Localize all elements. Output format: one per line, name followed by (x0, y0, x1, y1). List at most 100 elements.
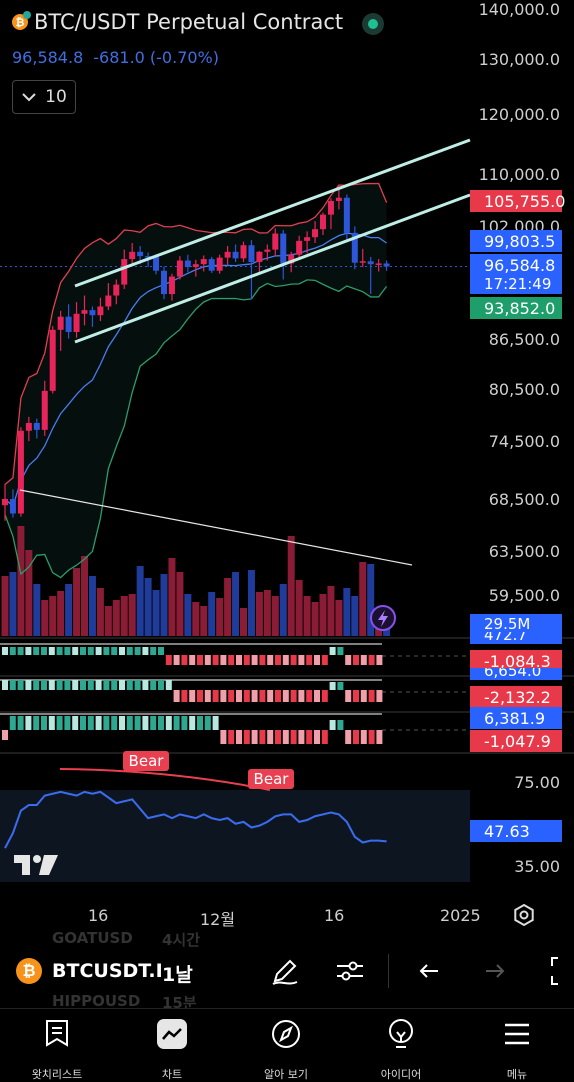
indicator2-bar (87, 680, 94, 690)
indicators-icon[interactable] (333, 954, 367, 988)
indicator3-bar (56, 716, 63, 730)
candle-body (129, 251, 136, 260)
indicator2-bar (64, 680, 71, 690)
indicator3-bar (142, 716, 149, 730)
indicator3-bar (321, 730, 328, 744)
candle-body (264, 249, 271, 252)
indicator3-bar (212, 716, 219, 730)
indicator2-bar (142, 680, 149, 690)
volume-bar (81, 556, 88, 636)
candlesticks (2, 186, 390, 521)
indicator3-bar (228, 730, 235, 744)
candle-body (240, 245, 247, 259)
nav-ideas[interactable]: 아이디어 (351, 1017, 451, 1082)
candle-body (335, 197, 342, 201)
indicator2-bar (72, 680, 79, 690)
candle-body (367, 261, 374, 265)
candle-body (89, 310, 96, 316)
indicator3-bar (329, 720, 336, 730)
interval-button[interactable]: 1날 (162, 964, 193, 986)
volume-bar (176, 572, 184, 636)
drawing-pen-icon[interactable] (268, 954, 302, 988)
candle-body (375, 263, 382, 265)
indicator-lines (4, 182, 388, 849)
indicator3-bar (150, 716, 157, 730)
channel-upper-line (74, 138, 471, 288)
undo-icon[interactable] (412, 954, 446, 988)
indicator3-value-tag: -1,047.9 (470, 730, 562, 752)
indicator1-bar (275, 655, 281, 665)
indicator2-bar (259, 690, 266, 702)
candle-body (304, 237, 311, 241)
nav-watchlist[interactable]: 왓치리스트 (7, 1017, 107, 1082)
indicator1-bar (220, 655, 227, 665)
indicator1-bar (95, 647, 102, 655)
price-axis-label: 140,000.0 (478, 0, 560, 19)
indicator2-bar (337, 682, 344, 690)
candle-body (97, 306, 104, 316)
indicator1-bar (17, 647, 24, 655)
price-axis-label: 59,500.0 (488, 586, 560, 605)
candle-body (312, 229, 319, 238)
indicator3-bar (345, 730, 352, 744)
volume-bar (168, 558, 176, 636)
rsi-axis-bottom: 35.00 (514, 857, 560, 876)
indicator1-top-tag: 472.7 (470, 632, 562, 644)
chart-settings-icon[interactable] (512, 903, 536, 927)
volume-bar (9, 572, 17, 636)
candle-body (224, 251, 231, 258)
nav-chart[interactable]: 차트 (122, 1017, 222, 1082)
candle-body (17, 430, 24, 514)
indicator1-bar (33, 647, 40, 655)
volume-bar (152, 590, 160, 636)
indicator1-bar (376, 655, 383, 665)
indicator2-bar (345, 690, 352, 702)
indicator2-bar (275, 690, 281, 702)
bollinger-upper-line (4, 182, 388, 486)
symbol-header[interactable]: ₿ BTC/USDT Perpetual Contract (12, 10, 343, 34)
candle-body (57, 316, 64, 330)
volume-bar (25, 550, 33, 636)
indicator1-bar (368, 655, 375, 665)
price-axis-label: 86,500.0 (488, 330, 560, 349)
indicator2-bar (17, 680, 24, 690)
nav-label: 메뉴 (506, 1068, 528, 1081)
compass-icon (272, 1020, 300, 1048)
symbol-button[interactable]: BTCUSDT.I (52, 960, 163, 982)
candle-body (280, 233, 287, 264)
redo-icon[interactable] (478, 954, 512, 988)
candle-body (296, 240, 303, 255)
candle-body (137, 251, 144, 257)
fullscreen-icon[interactable] (546, 954, 574, 988)
price-change: -681.0 (-0.70%) (93, 48, 219, 67)
nav-label: 아이디어 (380, 1068, 422, 1081)
bear-label-bg (123, 751, 169, 771)
candle-body (327, 201, 334, 215)
market-open-icon (362, 13, 384, 35)
price-axis-label: 130,000.0 (478, 50, 560, 69)
candle-body (33, 422, 40, 430)
candle-body (168, 276, 175, 295)
volume-bar (367, 564, 375, 636)
price-chart[interactable]: Bear Bear (0, 0, 574, 900)
volume-bar (255, 592, 263, 636)
chart-icon (162, 1028, 182, 1040)
volume-bar (41, 600, 49, 636)
volume-bar (327, 586, 335, 636)
indicator1-bar (353, 655, 359, 665)
indicator1-bar (158, 647, 164, 655)
indicator3-bar (290, 730, 297, 744)
candle-body (343, 197, 350, 233)
indicator2-bar (353, 690, 359, 702)
volume-bar (263, 590, 271, 636)
indicator-collapse-toggle[interactable]: 10 (12, 80, 76, 114)
nav-explore[interactable]: 알아 보기 (236, 1017, 336, 1082)
volume-bar (88, 576, 96, 636)
candle-body (161, 270, 167, 295)
volume-bar (351, 596, 359, 636)
indicator2-bar (158, 680, 164, 690)
indicator3-bar (64, 716, 71, 730)
nav-label: 차트 (161, 1068, 183, 1081)
nav-menu[interactable]: 메뉴 (467, 1017, 567, 1082)
rsi-divergence-line (59, 768, 271, 791)
